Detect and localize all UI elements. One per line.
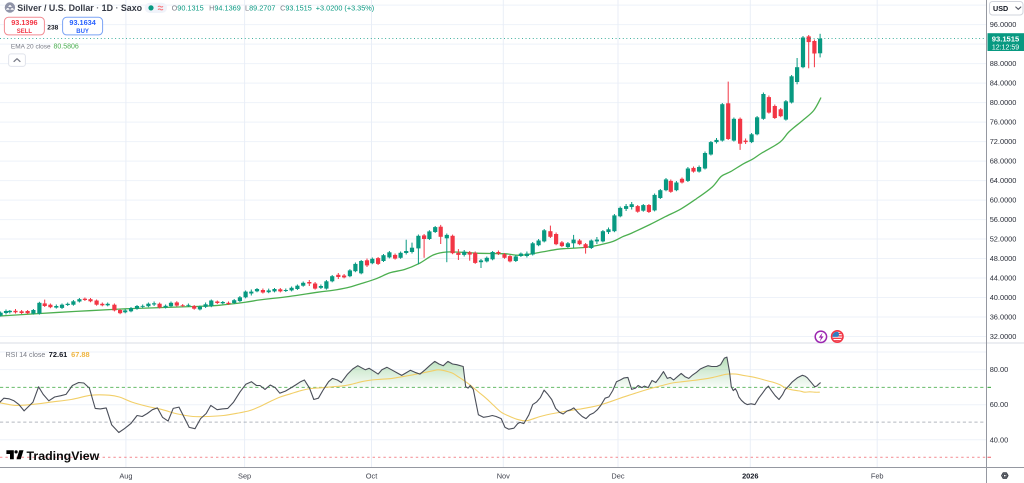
svg-text:Aug: Aug (119, 472, 132, 481)
svg-text:+3.0200 (+3.35%): +3.0200 (+3.35%) (316, 4, 374, 13)
svg-text:238: 238 (47, 24, 58, 31)
svg-text:72.0000: 72.0000 (990, 137, 1017, 146)
svg-text:40.00: 40.00 (990, 435, 1009, 444)
svg-text:80.0000: 80.0000 (990, 98, 1017, 107)
svg-text:TradingView: TradingView (27, 449, 100, 463)
svg-text:88.0000: 88.0000 (990, 59, 1017, 68)
svg-text:80.5806: 80.5806 (54, 44, 79, 51)
svg-text:52.0000: 52.0000 (990, 235, 1017, 244)
svg-text:84.0000: 84.0000 (990, 79, 1017, 88)
svg-text:93.1634: 93.1634 (69, 18, 96, 27)
svg-text:Dec: Dec (611, 472, 624, 481)
svg-text:76.0000: 76.0000 (990, 118, 1017, 127)
svg-text:67.88: 67.88 (71, 350, 90, 359)
svg-text:60.0000: 60.0000 (990, 196, 1017, 205)
svg-text:BUY: BUY (76, 29, 89, 35)
svg-text:56.0000: 56.0000 (990, 215, 1017, 224)
svg-text:C93.1515: C93.1515 (280, 4, 312, 13)
svg-text:12:12:59: 12:12:59 (992, 44, 1019, 51)
svg-text:96.0000: 96.0000 (990, 20, 1017, 29)
svg-text:68.0000: 68.0000 (990, 157, 1017, 166)
svg-text:Oct: Oct (366, 472, 378, 481)
svg-text:64.0000: 64.0000 (990, 176, 1017, 185)
svg-text:SELL: SELL (17, 29, 33, 35)
svg-text:L89.2707: L89.2707 (245, 4, 275, 13)
svg-text:93.1396: 93.1396 (11, 18, 37, 27)
svg-text:32.0000: 32.0000 (990, 332, 1017, 341)
svg-text:Silver / U.S. Dollar · 1D · Sa: Silver / U.S. Dollar · 1D · Saxo (17, 3, 142, 13)
svg-text:EMA 20 close: EMA 20 close (11, 44, 51, 51)
svg-text:USD: USD (993, 4, 1008, 13)
svg-text:Feb: Feb (871, 472, 884, 481)
svg-text:93.1515: 93.1515 (992, 34, 1020, 43)
svg-text:60.00: 60.00 (990, 400, 1009, 409)
svg-text:80.00: 80.00 (990, 365, 1009, 374)
svg-text:H94.1369: H94.1369 (209, 4, 241, 13)
svg-text:RSI 14 close: RSI 14 close (6, 352, 46, 359)
svg-text:Sep: Sep (238, 472, 251, 481)
svg-text:2026: 2026 (742, 472, 758, 481)
svg-text:O90.1315: O90.1315 (172, 4, 204, 13)
svg-text:36.0000: 36.0000 (990, 313, 1017, 322)
svg-text:72.61: 72.61 (49, 350, 68, 359)
svg-text:44.0000: 44.0000 (990, 274, 1017, 283)
svg-text:40.0000: 40.0000 (990, 293, 1017, 302)
svg-text:Nov: Nov (497, 472, 510, 481)
svg-text:48.0000: 48.0000 (990, 254, 1017, 263)
